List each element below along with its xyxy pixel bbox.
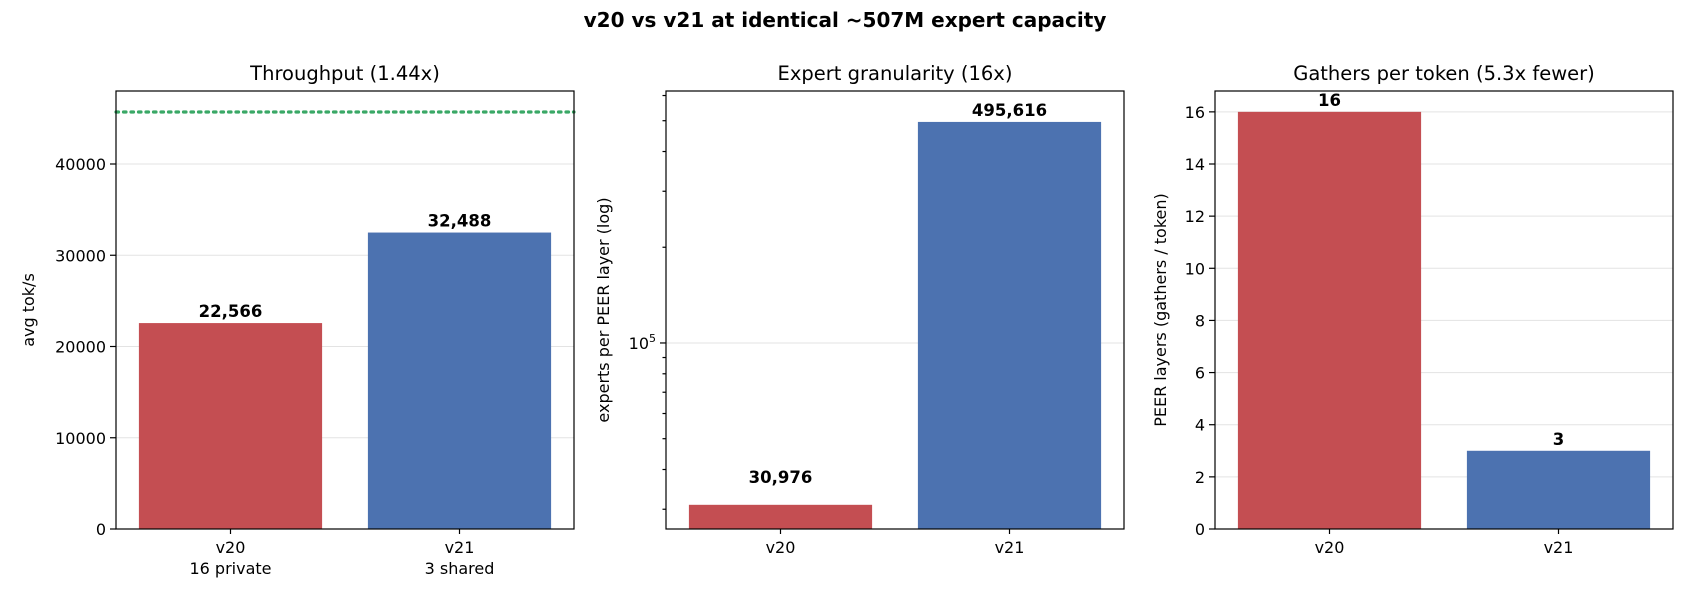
- plot-frame: [115, 90, 575, 530]
- y-tick-label: 0: [1195, 520, 1205, 539]
- x-tick-sublabel: 3 shared: [425, 559, 495, 578]
- x-tick-label: v20: [1315, 538, 1345, 557]
- x-tick-label: v20: [216, 538, 246, 557]
- y-axis-label: experts per PEER layer (log): [594, 197, 613, 422]
- figure-title: v20 vs v21 at identical ~507M expert cap…: [584, 8, 1107, 32]
- x-tick-label: v21: [1544, 538, 1574, 557]
- x-tick-label: v21: [445, 538, 475, 557]
- panel-2: 30,976 v20 495,616 v21 105 Expert granularity…: [594, 62, 1125, 557]
- y-tick-label: 14: [1185, 155, 1205, 174]
- bar-v21: [367, 232, 552, 529]
- y-tick-label: 8: [1195, 311, 1205, 330]
- y-tick-label: 12: [1185, 207, 1205, 226]
- bar-value-label: 30,976: [749, 468, 813, 487]
- bar-value-label: 3: [1553, 430, 1564, 449]
- plot-frame: [665, 90, 1125, 530]
- y-tick-label: 30000: [55, 246, 106, 265]
- bar-value-label: 16: [1318, 91, 1341, 110]
- y-tick-label: 20000: [55, 338, 106, 357]
- x-tick-label: v20: [766, 538, 796, 557]
- plot-frame: [1214, 90, 1674, 530]
- y-tick-label: 105: [629, 332, 656, 353]
- bar-v21: [917, 121, 1102, 529]
- y-tick-label: 2: [1195, 468, 1205, 487]
- y-tick-label: 6: [1195, 364, 1205, 383]
- y-tick-label: 10: [1185, 259, 1205, 278]
- x-tick-label: v21: [995, 538, 1025, 557]
- bar-value-label: 22,566: [199, 302, 263, 321]
- bar-value-label: 495,616: [972, 101, 1047, 120]
- y-tick-label: 10000: [55, 429, 106, 448]
- bar-v20: [138, 323, 323, 529]
- x-tick-sublabel: 16 private: [189, 559, 271, 578]
- panel-title: Expert granularity (16x): [778, 62, 1013, 85]
- bar-v20: [1237, 111, 1422, 529]
- y-axis-label: avg tok/s: [19, 273, 38, 347]
- y-tick-label: 16: [1185, 103, 1205, 122]
- y-tick-label: 4: [1195, 416, 1205, 435]
- panel-title: Gathers per token (5.3x fewer): [1293, 62, 1595, 85]
- panel-title: Throughput (1.44x): [249, 62, 440, 85]
- bar-v21: [1466, 450, 1651, 529]
- y-tick-label: 40000: [55, 155, 106, 174]
- y-tick-label: 0: [96, 520, 106, 539]
- bar-v20: [688, 504, 873, 529]
- bar-value-label: 32,488: [428, 212, 492, 231]
- y-axis-label: PEER layers (gathers / token): [1151, 193, 1170, 427]
- panel-3: 16 v20 3 v21 0 2 4 6 8 10 12 14 16 Gathers per token …: [1151, 62, 1674, 557]
- panel-1: 22,566 v20 16 private 32,488 v21 3 shared 0 100…: [19, 62, 576, 578]
